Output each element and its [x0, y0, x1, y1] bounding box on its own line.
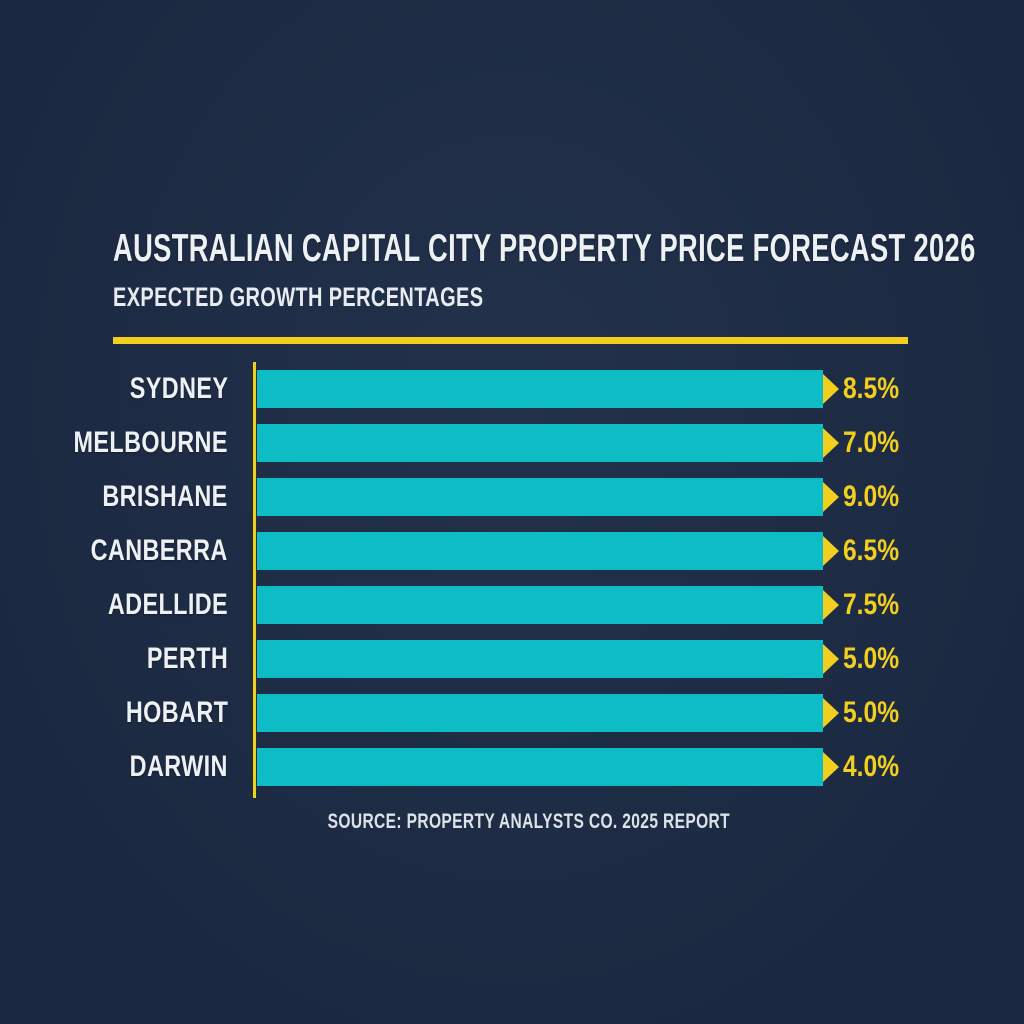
value-bar [257, 748, 823, 786]
chart-row: PERTH 5.0% [0, 640, 1024, 678]
city-label: CANBERRA [90, 534, 228, 567]
value-bar [257, 640, 823, 678]
value-label: 6.5% [843, 534, 900, 567]
chart-row: CANBERRA 6.5% [0, 532, 1024, 570]
value-bar [257, 694, 823, 732]
chart-row: ADELLIDE 7.5% [0, 586, 1024, 624]
value-label: 4.0% [843, 750, 900, 783]
arrow-right-icon [823, 428, 839, 458]
value-bar [257, 586, 823, 624]
arrow-right-icon [823, 482, 839, 512]
city-label: BRISHANE [102, 480, 228, 513]
value-bar [257, 370, 823, 408]
arrow-right-icon [823, 644, 839, 674]
chart-row: SYDNEY 8.5% [0, 370, 1024, 408]
value-label: 8.5% [843, 372, 900, 405]
chart-row: DARWIN 4.0% [0, 748, 1024, 786]
source-text: SOURCE: PROPERTY ANALYSTS CO. 2025 REPOR… [327, 810, 730, 833]
arrow-right-icon [823, 590, 839, 620]
source-line: SOURCE: PROPERTY ANALYSTS CO. 2025 REPOR… [113, 810, 944, 834]
title-divider-rule [113, 337, 908, 344]
arrow-right-icon [823, 374, 839, 404]
chart-row: MELBOURNE 7.0% [0, 424, 1024, 462]
value-label: 7.5% [843, 588, 900, 621]
city-label: DARWIN [129, 750, 228, 783]
page-subtitle: EXPECTED GROWTH PERCENTAGES [113, 282, 484, 312]
arrow-right-icon [823, 752, 839, 782]
value-label: 7.0% [843, 426, 900, 459]
page-title: AUSTRALIAN CAPITAL CITY PROPERTY PRICE F… [113, 227, 976, 270]
value-label: 9.0% [843, 480, 900, 513]
city-label: HOBART [125, 696, 228, 729]
value-bar [257, 478, 823, 516]
city-label: SYDNEY [129, 372, 228, 405]
chart-row: BRISHANE 9.0% [0, 478, 1024, 516]
arrow-right-icon [823, 698, 839, 728]
city-label: MELBOURNE [73, 426, 228, 459]
value-bar [257, 424, 823, 462]
value-label: 5.0% [843, 642, 900, 675]
arrow-right-icon [823, 536, 839, 566]
value-label: 5.0% [843, 696, 900, 729]
city-label: PERTH [146, 642, 228, 675]
value-bar [257, 532, 823, 570]
city-label: ADELLIDE [107, 588, 228, 621]
chart-axis-line [253, 362, 256, 798]
chart-row: HOBART 5.0% [0, 694, 1024, 732]
